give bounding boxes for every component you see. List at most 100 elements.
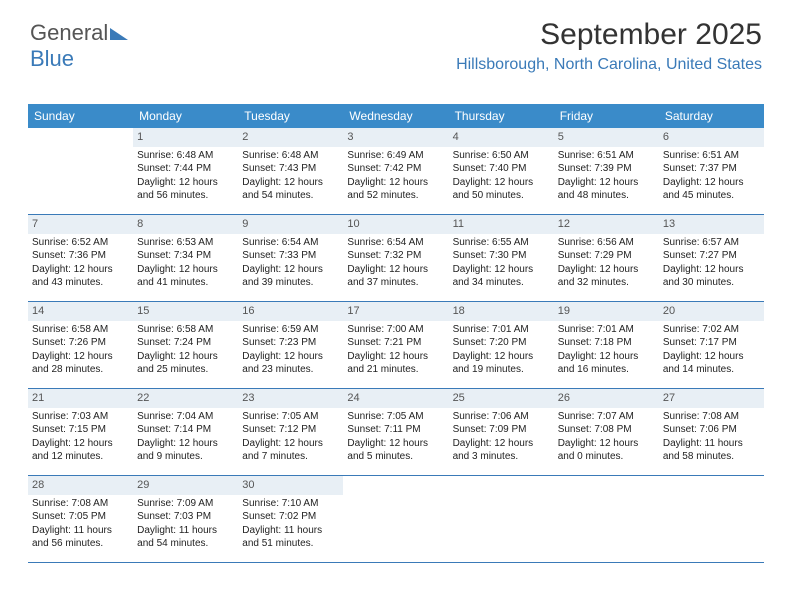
day-number: 3 (343, 128, 448, 147)
day-number: 11 (449, 215, 554, 234)
day-number: 15 (133, 302, 238, 321)
sunrise-text: Sunrise: 7:05 AM (242, 410, 339, 424)
daylight-text: Daylight: 12 hours (137, 437, 234, 451)
day-cell: 8 Sunrise: 6:53 AMSunset: 7:34 PMDaylight… (133, 215, 238, 301)
day-number: 9 (238, 215, 343, 234)
day-number: 8 (133, 215, 238, 234)
daylight-text: Daylight: 12 hours (242, 437, 339, 451)
day-number: 5 (554, 128, 659, 147)
daylight-text: and 9 minutes. (137, 450, 234, 464)
day-number: 23 (238, 389, 343, 408)
day-cell: 11Sunrise: 6:55 AMSunset: 7:30 PMDayligh… (449, 215, 554, 301)
day-cell: 19Sunrise: 7:01 AMSunset: 7:18 PMDayligh… (554, 302, 659, 388)
sunset-text: Sunset: 7:39 PM (558, 162, 655, 176)
brand-part2: Blue (30, 46, 74, 71)
sunset-text: Sunset: 7:20 PM (453, 336, 550, 350)
day-cell: 27Sunrise: 7:08 AMSunset: 7:06 PMDayligh… (659, 389, 764, 475)
sunrise-text: Sunrise: 7:08 AM (663, 410, 760, 424)
day-number: 20 (659, 302, 764, 321)
daylight-text: Daylight: 12 hours (347, 350, 444, 364)
sunset-text: Sunset: 7:40 PM (453, 162, 550, 176)
day-cell: 3Sunrise: 6:49 AMSunset: 7:42 PMDaylight… (343, 128, 448, 214)
sunrise-text: Sunrise: 6:53 AM (137, 236, 234, 250)
day-number: 17 (343, 302, 448, 321)
day-cell: 7Sunrise: 6:52 AMSunset: 7:36 PMDaylight… (28, 215, 133, 301)
sunrise-text: Sunrise: 7:05 AM (347, 410, 444, 424)
week-row: 21Sunrise: 7:03 AMSunset: 7:15 PMDayligh… (28, 389, 764, 476)
day-cell (449, 476, 554, 562)
location-subtitle: Hillsborough, North Carolina, United Sta… (456, 56, 762, 74)
daylight-text: and 43 minutes. (32, 276, 129, 290)
sunset-text: Sunset: 7:30 PM (453, 249, 550, 263)
brand-part1: General (30, 20, 108, 45)
daylight-text: Daylight: 12 hours (558, 176, 655, 190)
sunrise-text: Sunrise: 6:52 AM (32, 236, 129, 250)
day-cell (343, 476, 448, 562)
dow-thursday: Thursday (449, 104, 554, 128)
daylight-text: and 30 minutes. (663, 276, 760, 290)
daylight-text: and 58 minutes. (663, 450, 760, 464)
day-cell: 4Sunrise: 6:50 AMSunset: 7:40 PMDaylight… (449, 128, 554, 214)
day-number: 13 (659, 215, 764, 234)
daylight-text: and 45 minutes. (663, 189, 760, 203)
week-row: 28Sunrise: 7:08 AMSunset: 7:05 PMDayligh… (28, 476, 764, 563)
day-cell: 15Sunrise: 6:58 AMSunset: 7:24 PMDayligh… (133, 302, 238, 388)
sunrise-text: Sunrise: 6:51 AM (663, 149, 760, 163)
day-number: 14 (28, 302, 133, 321)
day-cell: 10Sunrise: 6:54 AMSunset: 7:32 PMDayligh… (343, 215, 448, 301)
daylight-text: and 37 minutes. (347, 276, 444, 290)
sunset-text: Sunset: 7:02 PM (242, 510, 339, 524)
day-number: 18 (449, 302, 554, 321)
daylight-text: Daylight: 12 hours (137, 263, 234, 277)
dow-friday: Friday (554, 104, 659, 128)
sunset-text: Sunset: 7:27 PM (663, 249, 760, 263)
week-row: 14Sunrise: 6:58 AMSunset: 7:26 PMDayligh… (28, 302, 764, 389)
page-header: September 2025 Hillsborough, North Carol… (456, 18, 762, 74)
brand-triangle-icon (110, 28, 128, 40)
daylight-text: and 32 minutes. (558, 276, 655, 290)
daylight-text: Daylight: 11 hours (663, 437, 760, 451)
month-title: September 2025 (456, 18, 762, 52)
day-cell: 28Sunrise: 7:08 AMSunset: 7:05 PMDayligh… (28, 476, 133, 562)
day-cell: 1Sunrise: 6:48 AMSunset: 7:44 PMDaylight… (133, 128, 238, 214)
day-number: 24 (343, 389, 448, 408)
daylight-text: Daylight: 12 hours (558, 263, 655, 277)
daylight-text: Daylight: 12 hours (32, 437, 129, 451)
sunset-text: Sunset: 7:26 PM (32, 336, 129, 350)
day-cell: 23Sunrise: 7:05 AMSunset: 7:12 PMDayligh… (238, 389, 343, 475)
sunrise-text: Sunrise: 6:58 AM (32, 323, 129, 337)
daylight-text: Daylight: 12 hours (347, 176, 444, 190)
day-cell (659, 476, 764, 562)
day-cell: 21Sunrise: 7:03 AMSunset: 7:15 PMDayligh… (28, 389, 133, 475)
daylight-text: and 54 minutes. (137, 537, 234, 551)
dow-header-row: Sunday Monday Tuesday Wednesday Thursday… (28, 104, 764, 128)
day-number: 26 (554, 389, 659, 408)
sunset-text: Sunset: 7:17 PM (663, 336, 760, 350)
sunrise-text: Sunrise: 7:09 AM (137, 497, 234, 511)
sunrise-text: Sunrise: 7:00 AM (347, 323, 444, 337)
sunset-text: Sunset: 7:11 PM (347, 423, 444, 437)
day-number: 4 (449, 128, 554, 147)
daylight-text: and 28 minutes. (32, 363, 129, 377)
daylight-text: and 0 minutes. (558, 450, 655, 464)
sunrise-text: Sunrise: 7:06 AM (453, 410, 550, 424)
sunset-text: Sunset: 7:44 PM (137, 162, 234, 176)
sunset-text: Sunset: 7:15 PM (32, 423, 129, 437)
sunrise-text: Sunrise: 7:03 AM (32, 410, 129, 424)
week-row: 7Sunrise: 6:52 AMSunset: 7:36 PMDaylight… (28, 215, 764, 302)
sunset-text: Sunset: 7:14 PM (137, 423, 234, 437)
daylight-text: and 21 minutes. (347, 363, 444, 377)
sunset-text: Sunset: 7:24 PM (137, 336, 234, 350)
daylight-text: Daylight: 12 hours (453, 176, 550, 190)
daylight-text: Daylight: 12 hours (663, 350, 760, 364)
sunrise-text: Sunrise: 7:02 AM (663, 323, 760, 337)
day-cell: 17Sunrise: 7:00 AMSunset: 7:21 PMDayligh… (343, 302, 448, 388)
daylight-text: Daylight: 12 hours (32, 350, 129, 364)
sunset-text: Sunset: 7:06 PM (663, 423, 760, 437)
daylight-text: and 5 minutes. (347, 450, 444, 464)
daylight-text: and 48 minutes. (558, 189, 655, 203)
day-number: 1 (133, 128, 238, 147)
sunrise-text: Sunrise: 6:48 AM (242, 149, 339, 163)
day-number: 7 (28, 215, 133, 234)
sunset-text: Sunset: 7:34 PM (137, 249, 234, 263)
